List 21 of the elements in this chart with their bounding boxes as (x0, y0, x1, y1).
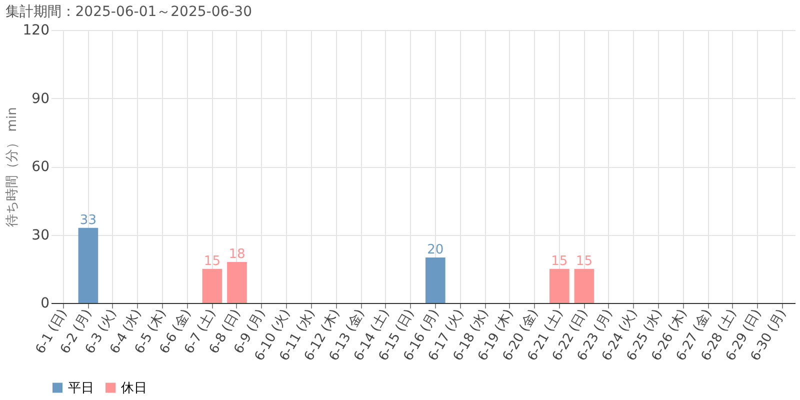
data-label: 15 (551, 254, 568, 269)
data-label: 15 (576, 254, 592, 269)
y-tick-label: 60 (32, 159, 50, 175)
legend-label: 休日 (121, 380, 147, 396)
y-axis-title: 待ち時間（分） min (4, 107, 20, 227)
bar (227, 262, 247, 303)
chart-title: 集計期間：2025-06-01～2025-06-30 (5, 4, 252, 20)
y-tick-label: 120 (22, 22, 50, 38)
bar (78, 228, 98, 303)
data-label: 20 (427, 242, 444, 258)
bar (202, 268, 222, 303)
bar (549, 268, 570, 303)
bar (574, 268, 594, 303)
data-label: 15 (204, 254, 220, 269)
y-tick-label: 90 (32, 90, 50, 107)
y-tick-label: 30 (32, 227, 50, 244)
data-label: 33 (80, 212, 96, 228)
bar (425, 258, 446, 303)
legend-label: 平日 (68, 380, 94, 396)
y-tick-label: 0 (40, 296, 50, 312)
data-label: 18 (228, 247, 246, 262)
